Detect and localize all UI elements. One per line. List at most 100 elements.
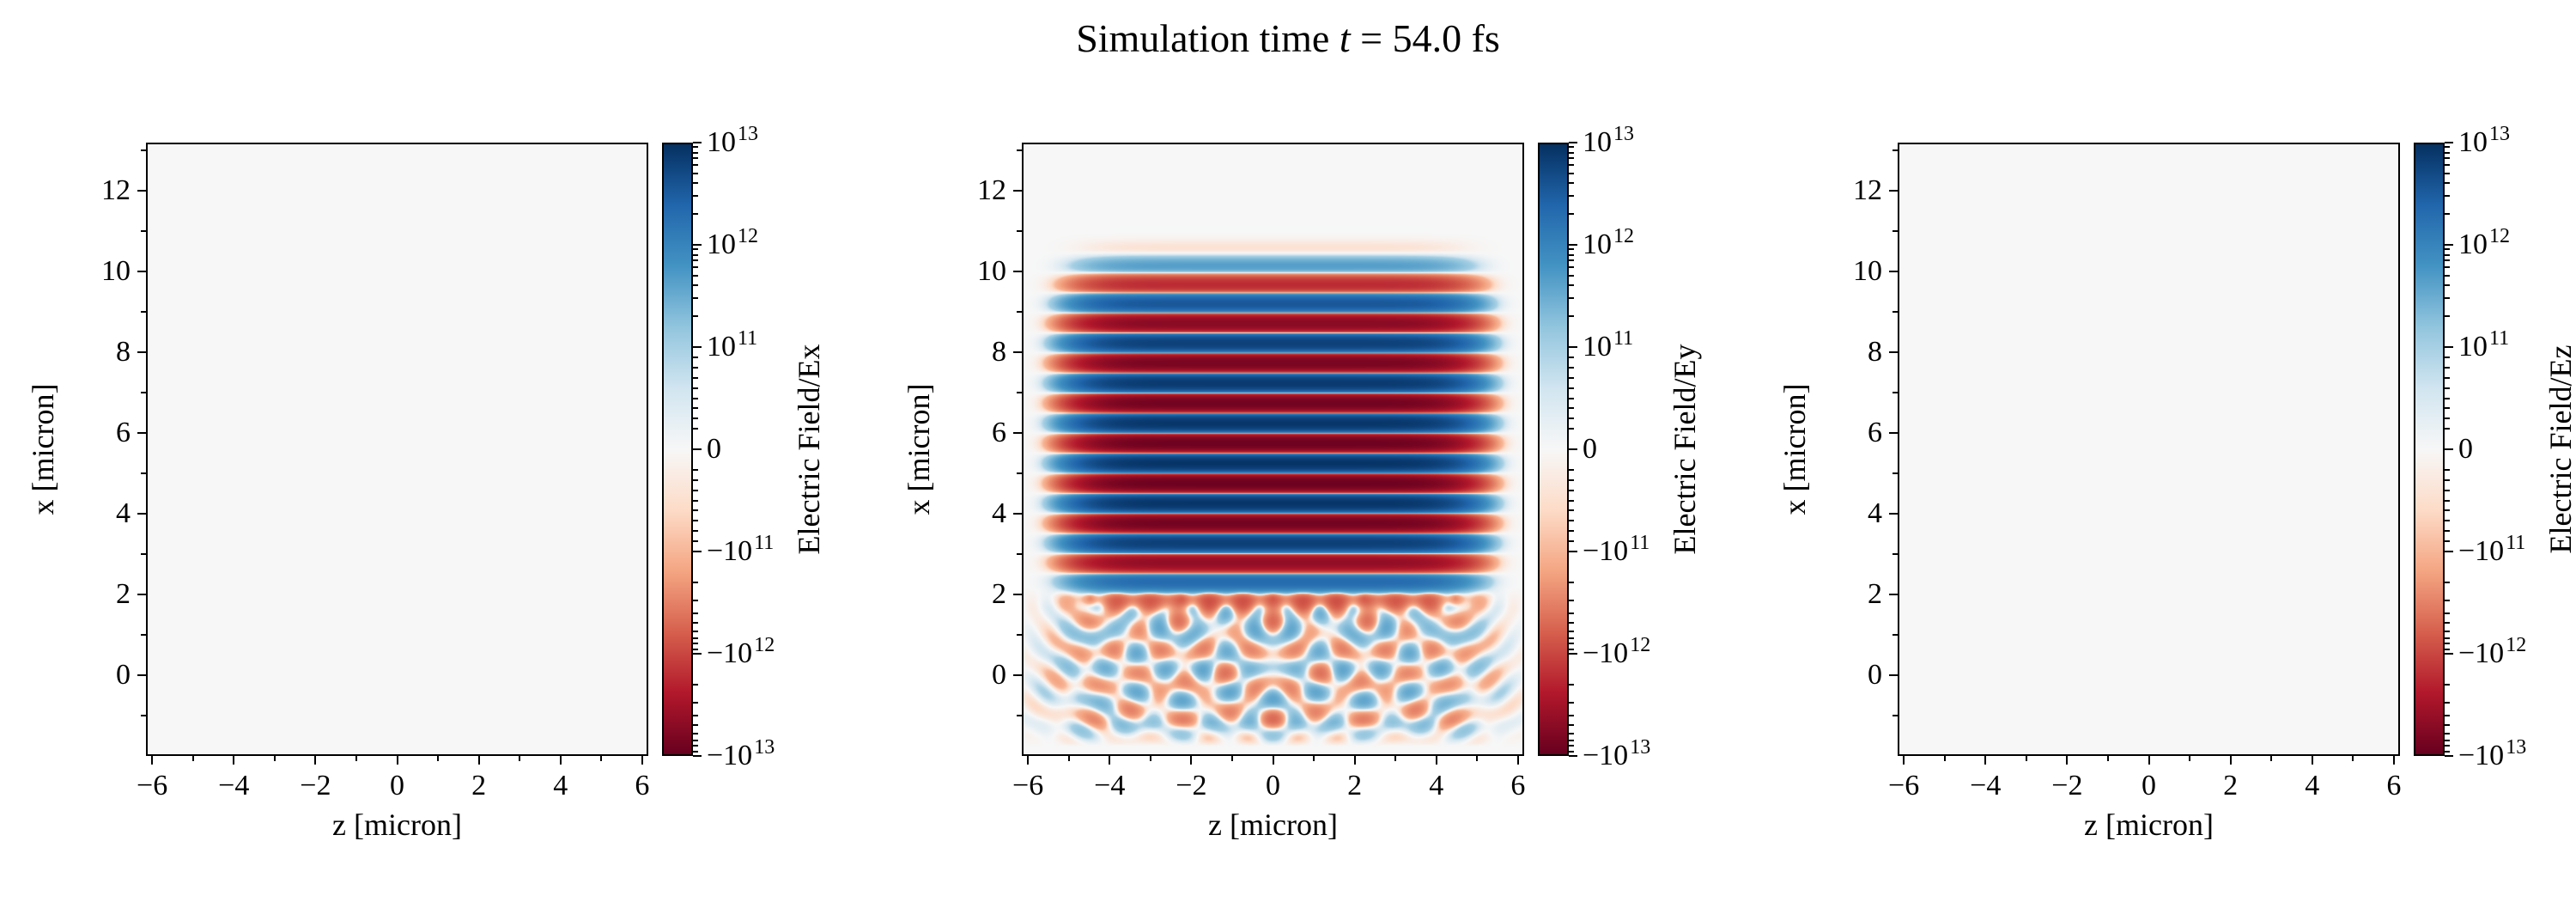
y-minor-tick xyxy=(1017,553,1022,556)
colorbar-minor-tick xyxy=(2445,540,2450,543)
x-minor-tick xyxy=(1476,756,1479,761)
colorbar-minor-tick xyxy=(1569,468,1574,471)
colorbar-minor-tick xyxy=(1569,146,1574,149)
x-tick xyxy=(1435,756,1437,765)
colorbar-minor-tick xyxy=(2445,701,2450,704)
colorbar-minor-tick xyxy=(693,489,698,491)
colorbar-minor-tick xyxy=(1569,407,1574,410)
y-minor-tick xyxy=(1017,149,1022,152)
y-tick xyxy=(1013,271,1022,273)
colorbar-tick xyxy=(2445,448,2453,450)
x-tick xyxy=(1109,756,1111,765)
colorbar-minor-tick xyxy=(1569,714,1574,716)
axes-ez xyxy=(1898,143,2400,756)
colorbar-minor-tick xyxy=(693,683,698,686)
y-minor-tick xyxy=(141,392,146,394)
y-minor-tick xyxy=(141,553,146,556)
cb-tick-exponent: 13 xyxy=(738,122,758,145)
cb-tick-exponent: 13 xyxy=(1630,735,1651,759)
colorbar-minor-tick xyxy=(1569,376,1574,379)
colorbar-minor-tick xyxy=(2445,520,2450,522)
x-tick-label: −6 xyxy=(1012,770,1044,801)
cb-tick-exponent: 13 xyxy=(2489,122,2510,145)
cb-tick-exponent: 13 xyxy=(754,735,775,759)
colorbar-tick-label: −1011 xyxy=(1583,533,1649,566)
y-minor-tick xyxy=(1017,472,1022,475)
x-tick-label: −4 xyxy=(1970,770,2002,801)
colorbar-minor-tick xyxy=(693,387,698,389)
colorbar-minor-tick xyxy=(693,745,698,747)
x-minor-tick xyxy=(273,756,276,761)
colorbar-minor-tick xyxy=(693,714,698,716)
colorbar-minor-tick xyxy=(2445,581,2450,583)
y-tick-label: 2 xyxy=(1868,578,1882,611)
x-tick xyxy=(477,756,480,765)
colorbar-minor-tick xyxy=(693,622,698,625)
x-tick xyxy=(2311,756,2313,765)
colorbar-minor-tick xyxy=(2445,745,2450,747)
colorbar-minor-tick xyxy=(2445,151,2450,154)
colorbar-minor-tick xyxy=(2445,253,2450,256)
heatmap-canvas-ex xyxy=(148,144,647,754)
x-tick-label: 0 xyxy=(390,770,404,801)
colorbar-minor-tick xyxy=(1569,182,1574,185)
x-tick-label: 6 xyxy=(1510,770,1526,801)
cb-tick-base: 10 xyxy=(2458,126,2488,158)
colorbar-minor-tick xyxy=(1569,630,1574,632)
colorbar-tick xyxy=(693,244,702,246)
colorbar-minor-tick xyxy=(1569,509,1574,512)
y-tick xyxy=(1013,351,1022,354)
colorbar-minor-tick xyxy=(693,248,698,251)
colorbar-tick-label: 1011 xyxy=(707,328,757,363)
colorbar-minor-tick xyxy=(1569,739,1574,741)
colorbar-minor-tick xyxy=(1569,157,1574,160)
y-tick xyxy=(137,674,146,677)
colorbar-minor-tick xyxy=(1569,530,1574,533)
title-suffix: = 54.0 fs xyxy=(1350,16,1500,60)
y-tick-label: 0 xyxy=(116,659,131,692)
colorbar-tick-label: −1012 xyxy=(707,635,775,668)
colorbar-minor-tick xyxy=(693,397,698,399)
colorbar-tick xyxy=(1569,755,1577,757)
y-minor-tick xyxy=(141,230,146,233)
colorbar-minor-tick xyxy=(1569,732,1574,734)
colorbar-minor-tick xyxy=(2445,366,2450,369)
colorbar-tick-label: −1011 xyxy=(2458,533,2525,566)
colorbar-tick xyxy=(2445,755,2453,757)
x-tick xyxy=(2229,756,2232,765)
colorbar-minor-tick xyxy=(693,724,698,727)
y-axis-label-ex: x [micron] xyxy=(26,383,60,515)
colorbar-minor-tick xyxy=(693,581,698,583)
colorbar-minor-tick xyxy=(2445,195,2450,198)
colorbar-minor-tick xyxy=(693,509,698,512)
cb-tick-base: 10 xyxy=(1583,126,1612,158)
x-minor-tick xyxy=(1067,756,1070,761)
colorbar-minor-tick xyxy=(693,648,698,650)
colorbar-minor-tick xyxy=(2445,397,2450,399)
cb-tick-base: 10 xyxy=(707,331,736,363)
axes-ey xyxy=(1022,143,1524,756)
y-minor-tick xyxy=(1017,230,1022,233)
colorbar-minor-tick xyxy=(1569,683,1574,686)
x-tick xyxy=(1190,756,1193,765)
y-minor-tick xyxy=(1017,392,1022,394)
colorbar-minor-tick xyxy=(2445,739,2450,741)
colorbar-tick xyxy=(1569,653,1577,655)
colorbar-tick-label: 1011 xyxy=(1583,328,1633,362)
colorbar-minor-tick xyxy=(2445,172,2450,174)
colorbar-label-ez: Electric Field/Ez xyxy=(2543,344,2576,554)
colorbar-minor-tick xyxy=(693,478,698,481)
colorbar-minor-tick xyxy=(693,637,698,639)
colorbar-minor-tick xyxy=(693,739,698,741)
x-minor-tick xyxy=(2189,756,2191,761)
y-tick xyxy=(137,190,146,192)
y-minor-tick xyxy=(1017,634,1022,637)
y-tick-label: 10 xyxy=(1853,255,1882,288)
colorbar-minor-tick xyxy=(1569,599,1574,601)
colorbar-minor-tick xyxy=(1569,581,1574,583)
colorbar-label-ex: Electric Field/Ex xyxy=(792,344,826,555)
colorbar-minor-tick xyxy=(693,376,698,379)
x-tick xyxy=(2392,756,2395,765)
y-tick xyxy=(1889,271,1898,273)
y-axis-label-ez: x [micron] xyxy=(1777,383,1812,515)
